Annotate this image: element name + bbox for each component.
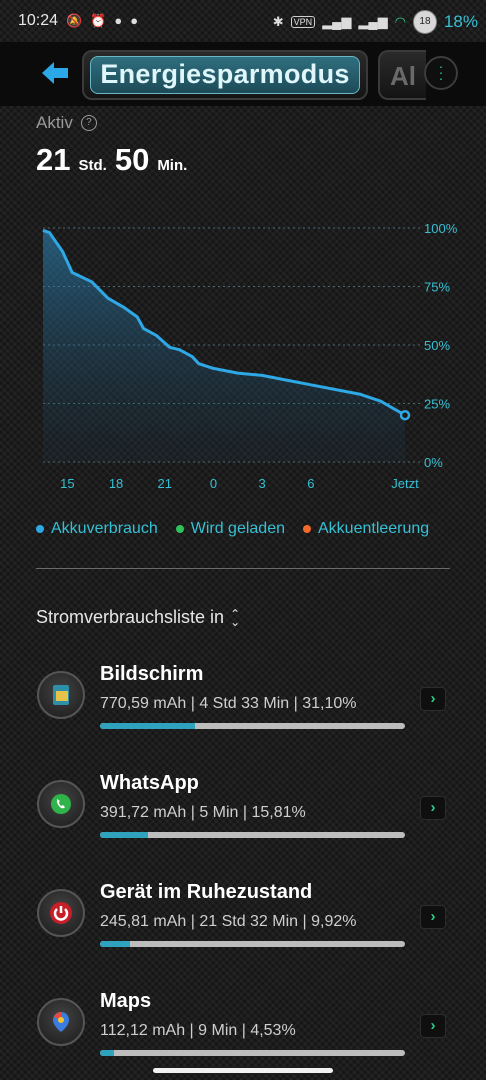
app-icon-frame (37, 671, 85, 719)
usage-list-item[interactable]: Gerät im Ruhezustand 245,81 mAh | 21 Std … (0, 871, 486, 971)
app-notification-icon-2: ● (130, 13, 139, 28)
duration-minutes: 50 (114, 142, 150, 177)
help-icon[interactable]: ? (80, 115, 97, 131)
chart-legend: Akkuverbrauch Wird geladen Akkuentleerung (36, 520, 429, 538)
y-tick-label: 0% (424, 455, 443, 470)
signal-icon: ▂▄▆ (322, 14, 352, 29)
usage-bar-fill (100, 723, 195, 729)
legend-label: Wird geladen (190, 520, 285, 537)
app-usage-stats: 391,72 mAh | 5 Min | 15,81% (100, 804, 306, 821)
app-name: Maps (100, 990, 152, 1012)
page-title: Energiesparmodus (100, 59, 350, 89)
legend-label: Akkuverbrauch (51, 520, 158, 537)
active-label-row: Aktiv ? (36, 113, 97, 133)
app-name: Gerät im Ruhezustand (100, 881, 313, 903)
legend-dot-icon (175, 525, 184, 533)
back-arrow-icon (42, 62, 68, 84)
maps-icon (53, 1012, 69, 1032)
more-vert-icon: · · · (438, 58, 444, 86)
y-tick-label: 50% (424, 338, 450, 353)
legend-dot-icon (303, 525, 311, 533)
title-tab-next[interactable]: Al (378, 50, 426, 100)
more-menu-button[interactable]: · · · (424, 56, 458, 90)
usage-list-header[interactable]: Stromverbrauchsliste in ⌃ ⌄ (36, 607, 240, 628)
usage-bar (100, 941, 405, 947)
x-tick-label: 3 (259, 476, 266, 491)
vpn-badge: VPN (290, 16, 316, 28)
y-tick-label: 100% (424, 221, 458, 236)
duration-minutes-unit: Min. (157, 157, 188, 174)
app-name: Bildschirm (100, 663, 204, 685)
x-tick-label: 15 (60, 476, 74, 491)
app-notification-icon: ● (114, 13, 123, 28)
x-tick-label: 21 (158, 476, 172, 491)
bluetooth-icon: ✱ (272, 14, 284, 29)
duration-hours: 21 (36, 142, 71, 177)
next-tab-label: Al (390, 61, 416, 91)
screen-icon (53, 685, 69, 705)
chevron-right-icon[interactable]: › (420, 796, 446, 820)
app-icon-frame (37, 998, 85, 1046)
app-usage-stats: 112,12 mAh | 9 Min | 4,53% (100, 1022, 296, 1039)
back-button[interactable] (38, 56, 72, 90)
usage-bar (100, 832, 405, 838)
legend-label: Akkuentleerung (318, 520, 430, 537)
usage-bar-fill (100, 1050, 114, 1056)
x-tick-label: 18 (109, 476, 123, 491)
app-usage-stats: 245,81 mAh | 21 Std 32 Min | 9,92% (100, 913, 357, 930)
usage-bar-fill (100, 941, 131, 947)
status-time: 10:24 (18, 12, 59, 29)
x-tick-label: 0 (210, 476, 217, 491)
usage-bar (100, 1050, 405, 1056)
active-duration: 21 Std. 50 Min. (36, 142, 187, 178)
series-line-akkuverbrauch (42, 228, 406, 417)
usage-list-item[interactable]: Maps 112,12 mAh | 9 Min | 4,53% › (0, 980, 486, 1080)
active-label: Aktiv (36, 113, 73, 132)
series-area-akkuverbrauch (43, 230, 405, 462)
status-bar: 10:24 🔕 ⏰ ● ● ✱ VPN ▂▄▆ ▂▄▆ ◠ 18 18% (0, 0, 486, 42)
home-indicator[interactable] (153, 1068, 333, 1073)
x-tick-label: Jetzt (391, 476, 419, 491)
title-tab-active[interactable]: Energiesparmodus (82, 50, 368, 100)
legend-item: Akkuverbrauch (36, 520, 158, 538)
divider (36, 568, 450, 569)
battery-percent: 18% (443, 12, 478, 31)
app-icon-frame (37, 889, 85, 937)
notifications-off-icon: 🔕 (66, 13, 83, 28)
title-tab-inner (90, 56, 360, 94)
chevron-right-icon[interactable]: › (420, 905, 446, 929)
usage-list-item[interactable]: Bildschirm 770,59 mAh | 4 Std 33 Min | 31… (0, 653, 486, 753)
y-tick-label: 75% (424, 280, 450, 295)
usage-bar (100, 723, 405, 729)
battery-circle-icon: 18 (412, 10, 437, 34)
chevron-right-icon[interactable]: › (420, 1014, 446, 1038)
legend-item: Wird geladen (175, 520, 285, 538)
legend-item: Akkuentleerung (303, 520, 429, 538)
legend-dot-icon (36, 525, 44, 533)
alarm-icon: ⏰ (90, 13, 107, 28)
duration-hours-unit: Std. (78, 157, 107, 174)
app-header: Energiesparmodus Al · · · (0, 42, 486, 106)
sort-toggle-icon[interactable]: ⌃ ⌄ (230, 606, 241, 629)
chevron-right-icon[interactable]: › (420, 687, 446, 711)
status-left-icons: 🔕 ⏰ ● ● (66, 13, 138, 29)
whatsapp-icon (51, 794, 71, 814)
power-icon (50, 902, 72, 924)
app-usage-stats: 770,59 mAh | 4 Std 33 Min | 31,10% (100, 695, 357, 712)
usage-list-title: Stromverbrauchsliste in (36, 607, 225, 627)
wifi-icon: ◠ (394, 14, 406, 29)
app-icon-frame (37, 780, 85, 828)
x-tick-label: 6 (307, 476, 314, 491)
battery-usage-chart: 100% 75% 50% 25% 0% 15 18 21 0 3 6 Jetzt (42, 221, 458, 491)
usage-bar-fill (100, 832, 149, 838)
usage-list-item[interactable]: WhatsApp 391,72 mAh | 5 Min | 15,81% › (0, 762, 486, 862)
signal-icon-2: ▂▄▆ (358, 14, 388, 29)
status-right-icons: ✱ VPN ▂▄▆ ▂▄▆ ◠ 18 18% (273, 10, 478, 34)
app-name: WhatsApp (100, 772, 199, 794)
current-value-point (399, 409, 411, 421)
y-tick-label: 25% (424, 397, 450, 412)
